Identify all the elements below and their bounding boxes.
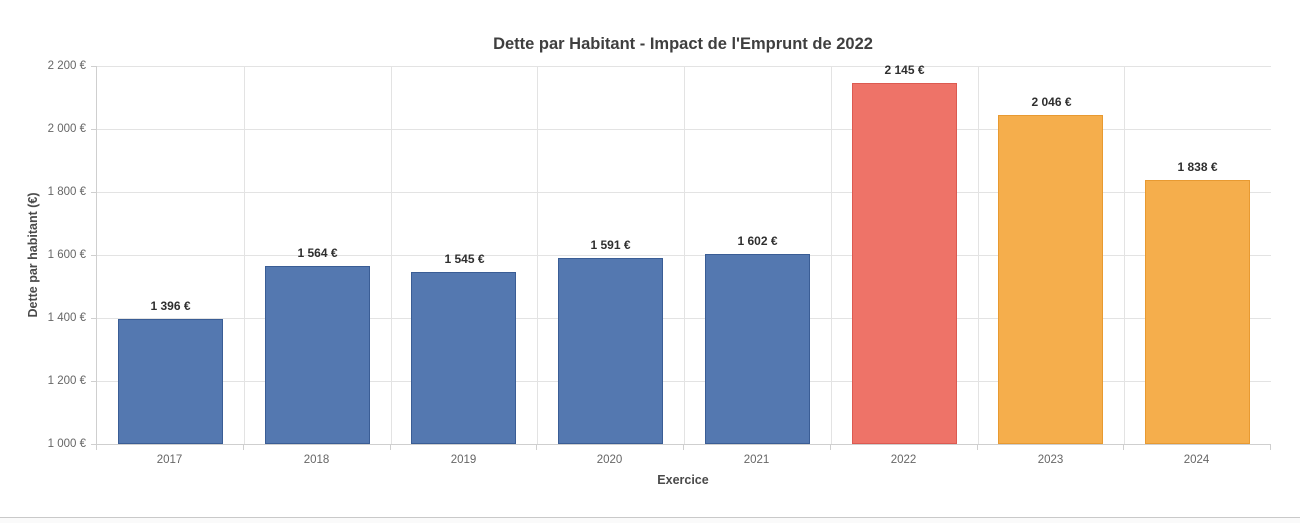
- y-tick-mark: [91, 318, 96, 319]
- y-tick-label: 2 200 €: [47, 60, 86, 72]
- y-tick-mark: [91, 444, 96, 445]
- y-tick-mark: [91, 66, 96, 67]
- y-tick-mark: [91, 192, 96, 193]
- window-bottom-edge: [0, 517, 1300, 523]
- y-tick-label: 2 000 €: [47, 123, 86, 135]
- x-tick-mark: [96, 445, 97, 450]
- bar-value-label: 1 602 €: [737, 234, 778, 248]
- x-tick-label: 2020: [596, 454, 623, 466]
- chart-title: Dette par Habitant - Impact de l'Emprunt…: [493, 35, 873, 53]
- bar-value-label: 1 838 €: [1177, 160, 1218, 174]
- x-tick-label: 2024: [1183, 454, 1210, 466]
- bar-value-label: 1 396 €: [150, 299, 191, 313]
- x-tick-label: 2019: [450, 454, 477, 466]
- bar-value-label: 2 145 €: [884, 63, 925, 77]
- x-tick-mark: [1270, 445, 1271, 450]
- y-tick-label: 1 400 €: [47, 312, 86, 324]
- gridline-vertical: [537, 66, 538, 444]
- plot-area: 1 396 € 1 564 € 1 545 € 1 591 € 1 602 € 2 145…: [96, 63, 1271, 445]
- y-tick-label: 1 800 €: [47, 186, 86, 198]
- x-tick-mark: [536, 445, 537, 450]
- bar-2022[interactable]: [852, 83, 957, 444]
- x-tick-mark: [977, 445, 978, 450]
- bar-2023[interactable]: [998, 115, 1103, 444]
- x-tick-label: 2022: [890, 454, 917, 466]
- x-tick-mark: [1123, 445, 1124, 450]
- y-tick-label: 1 200 €: [47, 375, 86, 387]
- bar-2018[interactable]: [265, 266, 370, 444]
- bar-2019[interactable]: [411, 272, 516, 444]
- y-tick-mark: [91, 129, 96, 130]
- x-tick-label: 2017: [156, 454, 183, 466]
- bar-2020[interactable]: [558, 258, 663, 444]
- x-tick-label: 2023: [1037, 454, 1064, 466]
- bar-2017[interactable]: [118, 319, 223, 444]
- bar-value-label: 1 564 €: [297, 246, 338, 260]
- x-tick-label: 2018: [303, 454, 330, 466]
- x-tick-mark: [830, 445, 831, 450]
- gridline-vertical: [684, 66, 685, 444]
- bar-2021[interactable]: [705, 254, 810, 444]
- y-tick-label: 1 000 €: [47, 438, 86, 450]
- bar-2024[interactable]: [1145, 180, 1250, 444]
- gridline-vertical: [978, 66, 979, 444]
- x-tick-mark: [243, 445, 244, 450]
- y-tick-mark: [91, 255, 96, 256]
- bar-value-label: 1 545 €: [444, 252, 485, 266]
- y-tick-mark: [91, 381, 96, 382]
- gridline-vertical: [831, 66, 832, 444]
- bar-value-label: 2 046 €: [1031, 95, 1072, 109]
- x-tick-label: 2021: [743, 454, 770, 466]
- x-tick-mark: [683, 445, 684, 450]
- x-axis-title: Exercice: [657, 473, 709, 487]
- gridline-vertical: [391, 66, 392, 444]
- gridline-vertical: [1124, 66, 1125, 444]
- x-tick-mark: [390, 445, 391, 450]
- y-tick-label: 1 600 €: [47, 249, 86, 261]
- gridline-vertical: [244, 66, 245, 444]
- bar-value-label: 1 591 €: [590, 238, 631, 252]
